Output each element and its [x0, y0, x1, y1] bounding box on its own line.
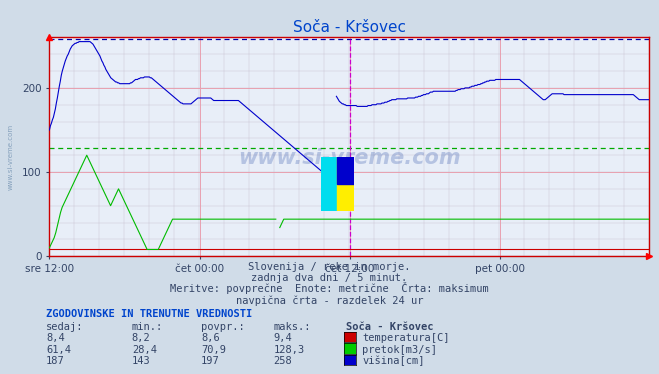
- Bar: [321, 157, 337, 211]
- Text: 197: 197: [201, 356, 219, 366]
- Text: temperatura[C]: temperatura[C]: [362, 333, 450, 343]
- Text: 8,4: 8,4: [46, 333, 65, 343]
- Text: 8,6: 8,6: [201, 333, 219, 343]
- Text: navpična črta - razdelek 24 ur: navpična črta - razdelek 24 ur: [236, 295, 423, 306]
- Bar: [337, 157, 354, 184]
- Text: pretok[m3/s]: pretok[m3/s]: [362, 345, 438, 355]
- Text: 70,9: 70,9: [201, 345, 226, 355]
- Text: 258: 258: [273, 356, 292, 366]
- Text: www.si-vreme.com: www.si-vreme.com: [8, 124, 14, 190]
- Text: Slovenija / reke in morje.: Slovenija / reke in morje.: [248, 262, 411, 272]
- Text: 128,3: 128,3: [273, 345, 304, 355]
- Text: 28,4: 28,4: [132, 345, 157, 355]
- Text: 143: 143: [132, 356, 150, 366]
- Text: min.:: min.:: [132, 322, 163, 332]
- Text: ZGODOVINSKE IN TRENUTNE VREDNOSTI: ZGODOVINSKE IN TRENUTNE VREDNOSTI: [46, 309, 252, 319]
- Text: višina[cm]: višina[cm]: [362, 356, 425, 366]
- Text: sedaj:: sedaj:: [46, 322, 84, 332]
- Text: maks.:: maks.:: [273, 322, 311, 332]
- Text: 8,2: 8,2: [132, 333, 150, 343]
- Text: 9,4: 9,4: [273, 333, 292, 343]
- Text: povpr.:: povpr.:: [201, 322, 244, 332]
- Text: Soča - Kršovec: Soča - Kršovec: [346, 322, 434, 332]
- Text: Meritve: povprečne  Enote: metrične  Črta: maksimum: Meritve: povprečne Enote: metrične Črta:…: [170, 282, 489, 294]
- Text: zadnja dva dni / 5 minut.: zadnja dva dni / 5 minut.: [251, 273, 408, 283]
- Text: 187: 187: [46, 356, 65, 366]
- Text: 61,4: 61,4: [46, 345, 71, 355]
- Title: Soča - Kršovec: Soča - Kršovec: [293, 20, 406, 35]
- Text: www.si-vreme.com: www.si-vreme.com: [238, 148, 461, 168]
- Bar: [337, 157, 354, 211]
